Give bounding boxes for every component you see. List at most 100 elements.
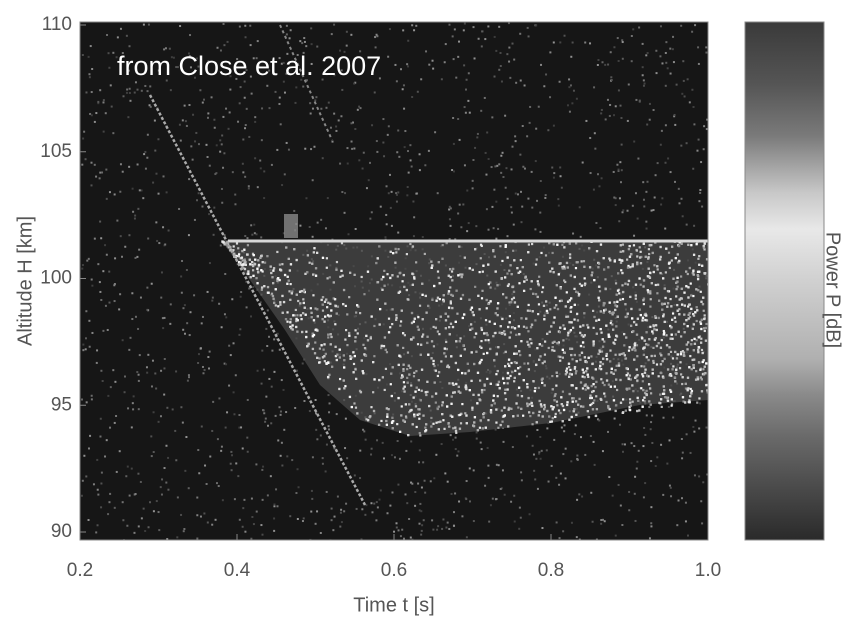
echo-speckle [537, 386, 540, 390]
echo-speckle [689, 354, 692, 358]
noise-speckle [702, 148, 705, 151]
noise-speckle [278, 96, 281, 99]
noise-speckle [475, 437, 478, 440]
noise-speckle [664, 161, 667, 164]
echo-speckle [489, 281, 492, 284]
echo-speckle [549, 270, 552, 273]
noise-speckle [353, 82, 356, 85]
echo-speckle [692, 253, 696, 256]
echo-speckle [585, 360, 588, 364]
noise-speckle [378, 498, 381, 501]
noise-speckle [88, 345, 91, 348]
echo-speckle [406, 351, 410, 354]
echo-speckle [514, 369, 517, 372]
echo-speckle [588, 266, 592, 269]
echo-speckle [480, 358, 483, 362]
echo-speckle [415, 425, 418, 429]
noise-speckle [296, 53, 299, 56]
echo-speckle [397, 396, 400, 400]
echo-speckle [529, 287, 532, 291]
echo-speckle [463, 256, 466, 259]
echo-speckle [323, 320, 326, 323]
echo-speckle [232, 245, 235, 248]
noise-speckle [589, 42, 592, 45]
noise-speckle [564, 477, 567, 480]
echo-speckle [696, 309, 699, 312]
echo-speckle [624, 315, 627, 319]
echo-speckle [510, 273, 513, 276]
echo-speckle [435, 421, 438, 424]
noise-speckle [90, 398, 93, 401]
noise-speckle [326, 197, 329, 200]
echo-speckle [449, 268, 452, 271]
noise-speckle [571, 41, 574, 44]
echo-speckle [690, 389, 694, 393]
noise-speckle [472, 159, 475, 162]
noise-speckle [108, 191, 111, 194]
noise-speckle [697, 138, 700, 141]
noise-speckle [371, 124, 374, 127]
echo-speckle [480, 391, 484, 394]
echo-speckle [701, 373, 705, 376]
noise-speckle [261, 533, 264, 536]
echo-speckle [377, 423, 381, 426]
echo-speckle [663, 331, 666, 334]
noise-speckle [534, 160, 537, 163]
echo-speckle [627, 349, 631, 352]
noise-speckle [519, 516, 522, 519]
echo-speckle [472, 425, 476, 428]
noise-speckle [100, 237, 103, 240]
noise-speckle [130, 467, 133, 470]
echo-speckle [641, 380, 644, 383]
echo-speckle [543, 406, 547, 409]
echo-speckle [588, 247, 591, 250]
noise-speckle [279, 123, 282, 126]
echo-speckle [451, 294, 454, 297]
noise-speckle [100, 506, 103, 509]
echo-speckle [537, 284, 540, 287]
echo-speckle [674, 371, 677, 375]
echo-speckle [426, 335, 429, 338]
echo-speckle [423, 252, 426, 256]
echo-speckle [437, 405, 440, 408]
echo-speckle [605, 400, 608, 404]
echo-speckle [598, 290, 602, 293]
echo-speckle [437, 276, 440, 279]
noise-speckle [600, 519, 603, 522]
noise-speckle [98, 281, 101, 284]
echo-speckle [644, 318, 647, 322]
echo-speckle [332, 297, 335, 300]
echo-speckle [568, 242, 571, 245]
echo-speckle [628, 387, 631, 390]
echo-speckle [554, 412, 557, 416]
noise-speckle [105, 197, 108, 200]
echo-speckle [223, 243, 226, 246]
noise-speckle [614, 197, 617, 200]
noise-speckle [168, 47, 171, 50]
noise-speckle [637, 157, 640, 160]
noise-speckle [697, 62, 700, 65]
echo-speckle [697, 348, 700, 351]
echo-speckle [322, 348, 325, 351]
noise-speckle [333, 23, 336, 26]
echo-speckle [696, 401, 699, 404]
echo-speckle [550, 405, 553, 408]
noise-speckle [496, 164, 499, 167]
echo-speckle [592, 383, 595, 386]
noise-speckle [375, 519, 378, 522]
echo-speckle [580, 260, 583, 263]
noise-speckle [186, 379, 189, 382]
noise-speckle [146, 371, 149, 374]
echo-speckle [408, 403, 411, 406]
echo-speckle [676, 280, 679, 283]
noise-speckle [675, 83, 678, 86]
noise-speckle [224, 272, 227, 275]
echo-speckle [595, 407, 599, 411]
echo-speckle [645, 319, 649, 322]
noise-speckle [365, 504, 368, 507]
echo-speckle [251, 252, 255, 255]
echo-speckle [434, 326, 437, 329]
noise-speckle [487, 476, 490, 479]
echo-speckle [329, 302, 332, 305]
echo-speckle [311, 262, 314, 265]
